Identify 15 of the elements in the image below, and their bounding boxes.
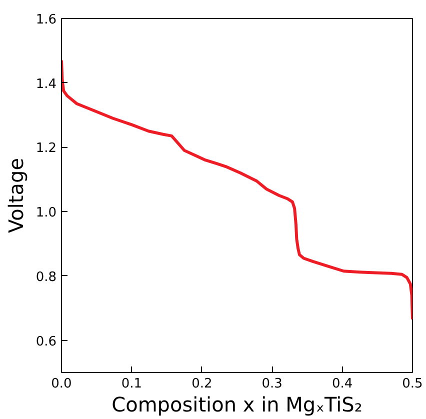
line-series (62, 58, 412, 321)
y-tick-label: 1.2 (36, 141, 57, 156)
x-tick-label: 0.0 (51, 376, 72, 392)
y-tick-label: 1.0 (36, 206, 57, 221)
x-tick-label: 0.3 (262, 376, 282, 392)
x-tick-label: 0.2 (192, 376, 212, 392)
x-tick-label: 0.4 (332, 376, 353, 392)
y-tick-label: 0.8 (36, 270, 57, 285)
x-axis-title: Composition x in MgₓTiS₂ (112, 392, 362, 416)
x-tick-label: 0.5 (402, 376, 423, 392)
x-tick-label: 0.1 (121, 376, 142, 392)
y-tick-label: 1.4 (36, 76, 57, 92)
y-tick-label: 0.6 (36, 334, 57, 350)
y-axis-title: Voltage (4, 158, 28, 234)
y-tick-label: 1.6 (36, 12, 57, 28)
